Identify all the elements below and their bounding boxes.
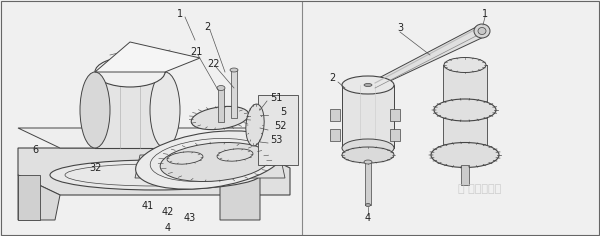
Ellipse shape [342,76,394,94]
Ellipse shape [434,99,496,121]
Text: 4: 4 [365,213,371,223]
Polygon shape [125,105,145,125]
Polygon shape [443,110,487,155]
Ellipse shape [478,28,486,34]
Text: 53: 53 [270,135,283,145]
Polygon shape [365,162,371,205]
Text: 2: 2 [204,22,210,32]
Ellipse shape [444,58,486,72]
Ellipse shape [136,131,284,189]
Text: 52: 52 [274,121,287,131]
Ellipse shape [364,84,372,87]
Text: 21: 21 [190,47,202,57]
Polygon shape [18,175,40,220]
Ellipse shape [80,72,110,148]
Ellipse shape [167,152,203,164]
Text: 32: 32 [89,163,101,173]
Text: 42: 42 [162,207,174,217]
Text: 2: 2 [329,73,335,83]
Ellipse shape [364,160,372,164]
Polygon shape [258,95,298,165]
Text: 4: 4 [165,223,171,233]
Polygon shape [18,148,290,195]
Ellipse shape [95,57,165,87]
Polygon shape [360,25,488,92]
Text: 3: 3 [397,23,403,33]
Text: 値 什么値得买: 値 什么値得买 [458,184,502,194]
Polygon shape [218,88,224,122]
Ellipse shape [150,72,180,148]
Ellipse shape [342,139,394,157]
Ellipse shape [246,104,264,146]
Polygon shape [95,72,165,148]
Polygon shape [330,129,340,141]
Text: 1: 1 [177,9,183,19]
Polygon shape [220,175,260,220]
Ellipse shape [160,143,270,181]
Text: 5: 5 [280,107,286,117]
Polygon shape [18,175,60,220]
Polygon shape [95,42,200,72]
Ellipse shape [217,149,253,161]
Polygon shape [461,165,469,185]
Text: 43: 43 [184,213,196,223]
Text: 1: 1 [482,9,488,19]
Text: 22: 22 [208,59,220,69]
Ellipse shape [365,203,371,206]
Text: 6: 6 [32,145,38,155]
Ellipse shape [50,160,260,190]
Ellipse shape [230,68,238,72]
Ellipse shape [191,106,249,130]
Polygon shape [390,129,400,141]
Polygon shape [135,155,285,178]
Polygon shape [330,109,340,121]
Ellipse shape [342,147,394,163]
Ellipse shape [431,143,499,168]
Text: 51: 51 [270,93,283,103]
Polygon shape [18,128,290,148]
Polygon shape [231,70,237,118]
Ellipse shape [217,85,225,90]
Polygon shape [342,85,394,148]
Polygon shape [443,65,487,110]
Text: 41: 41 [142,201,154,211]
Ellipse shape [474,24,490,38]
Polygon shape [390,109,400,121]
